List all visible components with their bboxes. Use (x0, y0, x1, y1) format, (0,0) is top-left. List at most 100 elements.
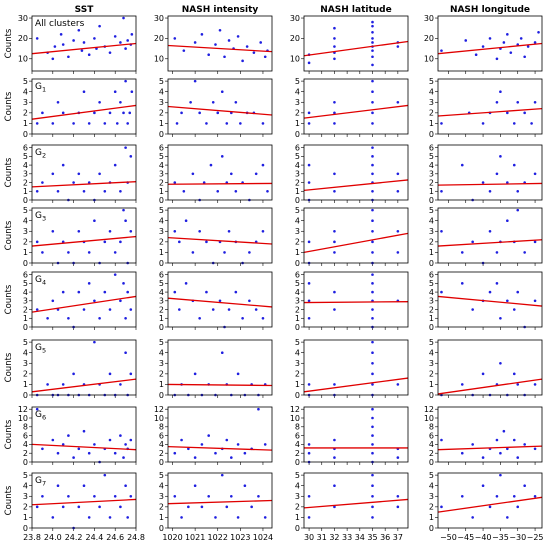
x-tick-label: −40 (475, 533, 492, 542)
data-point (471, 516, 474, 519)
data-point (72, 122, 75, 125)
data-point (220, 90, 224, 93)
y-tick-label: 0 (295, 458, 300, 467)
y-tick-label: 0 (295, 130, 300, 139)
y-tick-label: 5 (429, 471, 434, 480)
data-point (218, 28, 222, 32)
data-point (533, 299, 537, 303)
data-point (254, 172, 258, 176)
y-tick-label: 2 (295, 109, 300, 118)
row-label-4: G4 (35, 275, 46, 287)
y-tick-label: 2 (159, 305, 164, 314)
data-point (261, 163, 265, 167)
data-point (122, 456, 125, 459)
data-point (223, 55, 226, 59)
row-label-6: G6 (35, 410, 46, 422)
y-tick-label: 2 (23, 449, 28, 458)
y-tick-label: 1 (295, 248, 300, 257)
y-tick-label: 0 (429, 130, 434, 139)
x-tick-label: 37 (393, 533, 403, 542)
row-label-subscript: 6 (42, 414, 46, 422)
y-tick-label: 1 (159, 248, 164, 257)
data-point (225, 122, 229, 125)
y-tick-label: 3 (23, 227, 28, 236)
data-point (307, 516, 311, 519)
data-point (175, 122, 179, 125)
data-point (533, 383, 537, 386)
data-point (506, 181, 509, 184)
panel-frame (31, 406, 137, 463)
y-tick-label: 3 (295, 98, 300, 107)
trend-line (437, 107, 543, 117)
trend-line (437, 182, 543, 186)
y-tick-label: 0 (429, 196, 434, 205)
y-tick-label: 2 (23, 238, 28, 247)
data-point (98, 316, 101, 320)
data-point (67, 434, 70, 437)
data-point (61, 240, 65, 244)
data-point (207, 494, 210, 498)
data-point (187, 505, 190, 509)
data-point (216, 189, 220, 193)
data-point (248, 251, 251, 254)
data-point (182, 189, 186, 193)
data-point (108, 372, 112, 376)
y-tick-label: 2 (23, 305, 28, 314)
data-point (460, 494, 464, 498)
y-tick-label: 2 (429, 238, 434, 247)
data-point (113, 451, 117, 455)
data-point (108, 51, 112, 54)
data-point (61, 290, 65, 294)
data-point (333, 505, 336, 509)
y-tick-label: 1 (429, 314, 434, 323)
y-tick-label: 5 (23, 206, 28, 215)
data-point (495, 494, 499, 498)
data-point (440, 229, 443, 233)
data-point (205, 290, 208, 294)
panel-r7-c3: 0 12 3 45 −50 −45 −40 −35 −30 −25 (429, 471, 544, 542)
data-point (516, 456, 520, 459)
y-tick-label: 4 (159, 348, 164, 357)
data-point (126, 122, 129, 125)
trend-line (303, 179, 409, 192)
x-tick-label: −30 (509, 533, 526, 542)
data-point (126, 39, 129, 42)
data-point (371, 122, 374, 125)
y-tick-label: 0 (429, 458, 434, 467)
data-point (130, 33, 134, 36)
y-tick-label: 5 (429, 77, 434, 86)
data-point (533, 172, 537, 176)
data-point (396, 189, 400, 193)
y-tick-label: 0 (429, 323, 434, 332)
trend-line (167, 499, 273, 505)
data-point (51, 229, 55, 233)
data-point (506, 299, 509, 303)
y-tick-label: 3 (429, 227, 434, 236)
data-point (495, 251, 499, 254)
data-point (227, 229, 231, 233)
data-point (533, 240, 537, 244)
row-label-subscript: 7 (42, 480, 46, 488)
panel-r1-c1: 0 12 3 45 (159, 77, 273, 139)
data-point (307, 163, 311, 167)
data-point (396, 45, 400, 48)
data-point (61, 443, 65, 446)
y-tick-label: 4 (23, 440, 28, 449)
panel-r7-c0: 0 12 3 45 23.8 24.0 24.2 24.4 24.6 24.8 G7 (23, 471, 145, 542)
data-point (61, 383, 65, 386)
data-point (220, 155, 224, 158)
data-point (526, 45, 530, 48)
data-point (471, 308, 474, 311)
data-point (460, 383, 464, 386)
y-tick-label: 10 (18, 414, 28, 423)
y-tick-label: 3 (23, 359, 28, 368)
data-point (119, 189, 122, 193)
y-tick-label: 1 (159, 314, 164, 323)
data-point (129, 372, 133, 376)
data-point (533, 494, 537, 498)
data-point (241, 316, 244, 320)
x-tick-label: 1020 (162, 533, 182, 542)
trend-line (31, 181, 137, 188)
